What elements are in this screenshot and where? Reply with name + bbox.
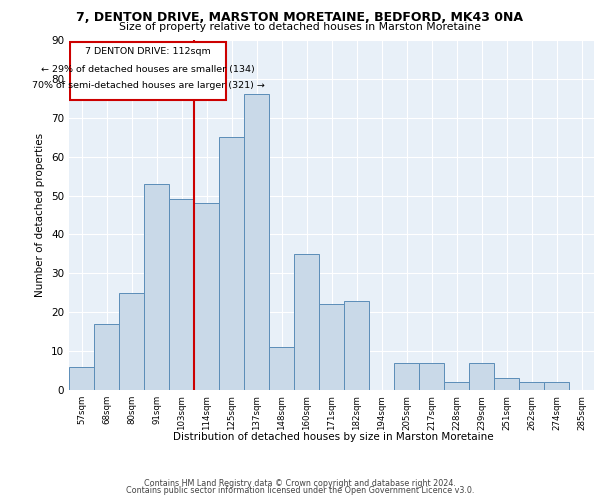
Bar (319, 304, 344, 390)
Text: 7 DENTON DRIVE: 112sqm: 7 DENTON DRIVE: 112sqm (85, 47, 211, 56)
Bar (269, 347, 294, 390)
Bar (119, 293, 144, 390)
Bar (244, 94, 269, 390)
Bar (494, 378, 519, 390)
Text: 7, DENTON DRIVE, MARSTON MORETAINE, BEDFORD, MK43 0NA: 7, DENTON DRIVE, MARSTON MORETAINE, BEDF… (77, 11, 523, 24)
Bar (444, 382, 469, 390)
Text: Size of property relative to detached houses in Marston Moretaine: Size of property relative to detached ho… (119, 22, 481, 32)
Bar (344, 300, 369, 390)
Bar (419, 363, 444, 390)
Bar (194, 204, 219, 390)
Bar (544, 382, 569, 390)
Bar (394, 363, 419, 390)
Bar (219, 137, 244, 390)
Bar (294, 254, 319, 390)
Bar (169, 200, 194, 390)
Bar (144, 184, 169, 390)
Text: Contains public sector information licensed under the Open Government Licence v3: Contains public sector information licen… (126, 486, 474, 495)
Text: 70% of semi-detached houses are larger (321) →: 70% of semi-detached houses are larger (… (32, 81, 265, 90)
Bar (519, 382, 544, 390)
Bar (69, 366, 94, 390)
Text: Distribution of detached houses by size in Marston Moretaine: Distribution of detached houses by size … (173, 432, 493, 442)
FancyBboxPatch shape (70, 42, 227, 100)
Text: ← 29% of detached houses are smaller (134): ← 29% of detached houses are smaller (13… (41, 66, 255, 74)
Bar (94, 324, 119, 390)
Y-axis label: Number of detached properties: Number of detached properties (35, 133, 46, 297)
Text: Contains HM Land Registry data © Crown copyright and database right 2024.: Contains HM Land Registry data © Crown c… (144, 478, 456, 488)
Bar (469, 363, 494, 390)
